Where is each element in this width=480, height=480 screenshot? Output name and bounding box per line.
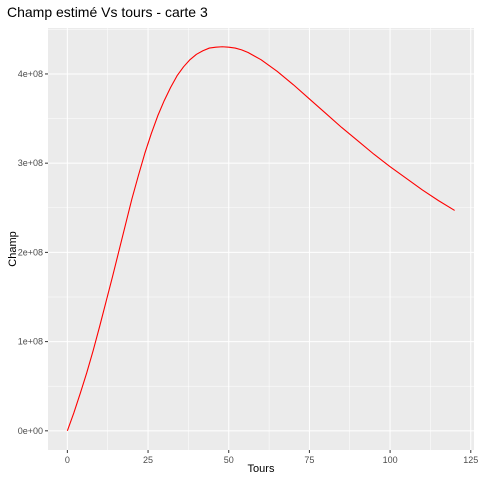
series-line — [66, 46, 455, 432]
x-tick-label: 0 — [65, 455, 70, 465]
series-layer — [66, 46, 455, 432]
x-axis-title: Tours — [248, 463, 275, 475]
x-tick-label: 25 — [143, 455, 153, 465]
y-axis: 0e+00 1e+08 2e+08 3e+08 4e+08 — [18, 69, 48, 436]
y-tick-label: 1e+08 — [18, 337, 43, 347]
y-tick-label: 2e+08 — [18, 247, 43, 257]
x-axis: 0 25 50 75 100 125 — [65, 450, 478, 465]
plot-panel — [48, 28, 474, 450]
x-tick-label: 100 — [383, 455, 398, 465]
x-tick-label: 50 — [224, 455, 234, 465]
minor-gridlines — [48, 28, 474, 450]
x-tick-label: 125 — [463, 455, 478, 465]
y-tick-label: 3e+08 — [18, 158, 43, 168]
x-tick-label: 75 — [304, 455, 314, 465]
chart-title: Champ estimé Vs tours - carte 3 — [7, 4, 208, 20]
y-axis-title: Champ — [7, 231, 19, 266]
y-tick-label: 0e+00 — [18, 426, 43, 436]
y-tick-label: 4e+08 — [18, 69, 43, 79]
